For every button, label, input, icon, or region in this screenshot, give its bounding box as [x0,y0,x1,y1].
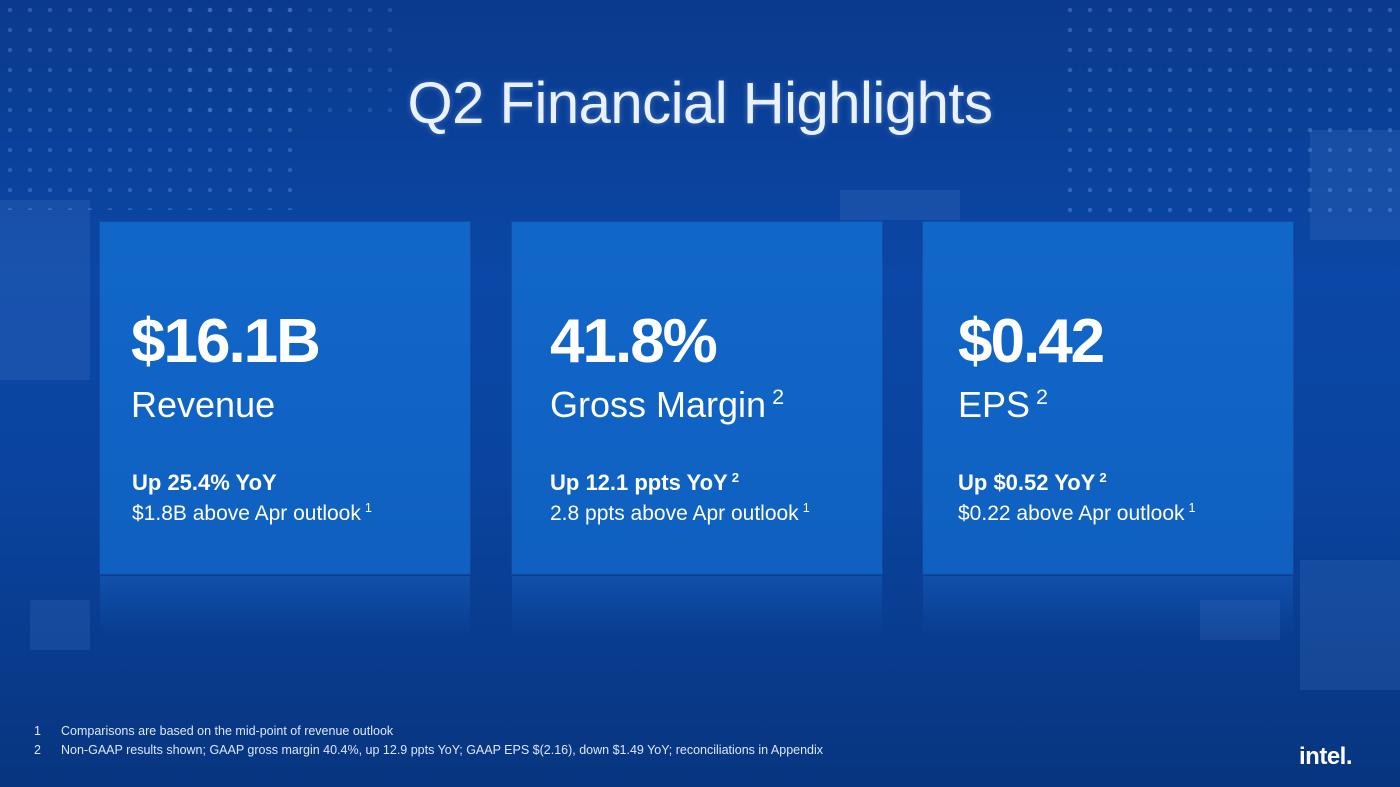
yoy-change: Up 12.1 ppts YoY 2 [550,470,739,496]
metric-label-text: Gross Margin [550,384,767,425]
eps-card: $0.42 EPS 2 Up $0.52 YoY 2 $0.22 above Apr… [923,222,1293,574]
footnote-item: 1 Comparisons are based on the mid-point… [34,722,823,741]
outlook-comparison: $0.22 above Apr outlook 1 [958,502,1196,526]
yoy-change: Up 25.4% YoY [132,470,281,496]
footnote-ref: 2 [772,384,785,409]
page-title: Q2 Financial Highlights [407,71,993,136]
outlook-comparison: $1.8B above Apr outlook 1 [132,502,372,526]
metric-label: EPS 2 [958,384,1048,426]
outlook-text: 2.8 ppts above Apr outlook [550,502,799,525]
outlook-comparison: 2.8 ppts above Apr outlook 1 [550,502,810,526]
footnote-ref: 1 [802,501,810,515]
footnote-ref: 2 [1099,469,1107,485]
footnote-text: Comparisons are based on the mid-point o… [61,724,394,738]
footnote-ref: 2 [1036,384,1049,409]
metric-value: $16.1B [131,307,321,376]
footnote-number: 1 [34,724,41,738]
yoy-change: Up $0.52 YoY 2 [958,470,1107,496]
footnotes: 1 Comparisons are based on the mid-point… [34,722,823,760]
footnote-text: Non-GAAP results shown; GAAP gross margi… [61,743,824,757]
footnote-ref: 1 [1188,501,1196,515]
metric-value: 41.8% [550,307,718,376]
metric-label: Revenue [131,384,281,426]
card-reflection [100,576,470,636]
yoy-change-text: Up 25.4% YoY [132,470,277,495]
outlook-text: $0.22 above Apr outlook [958,502,1185,525]
footnote-ref: 2 [731,469,740,485]
metric-label-text: EPS [958,384,1031,425]
metric-value: $0.42 [958,307,1105,376]
footnote-item: 2 Non-GAAP results shown; GAAP gross mar… [34,741,823,760]
card-reflection [923,576,1293,636]
yoy-change-text: Up 12.1 ppts YoY [550,470,728,495]
intel-logo: intel. [1299,743,1353,770]
outlook-text: $1.8B above Apr outlook [132,502,361,525]
gross-margin-card: 41.8% Gross Margin 2 Up 12.1 ppts YoY 2 2.… [512,222,882,574]
metric-label: Gross Margin 2 [550,384,784,426]
card-reflection [512,576,882,636]
footnote-number: 2 [34,743,41,757]
revenue-card: $16.1B Revenue Up 25.4% YoY $1.8B above … [100,222,470,574]
metric-label-text: Revenue [131,384,276,425]
yoy-change-text: Up $0.52 YoY [958,470,1096,495]
footnote-ref: 1 [364,501,372,515]
